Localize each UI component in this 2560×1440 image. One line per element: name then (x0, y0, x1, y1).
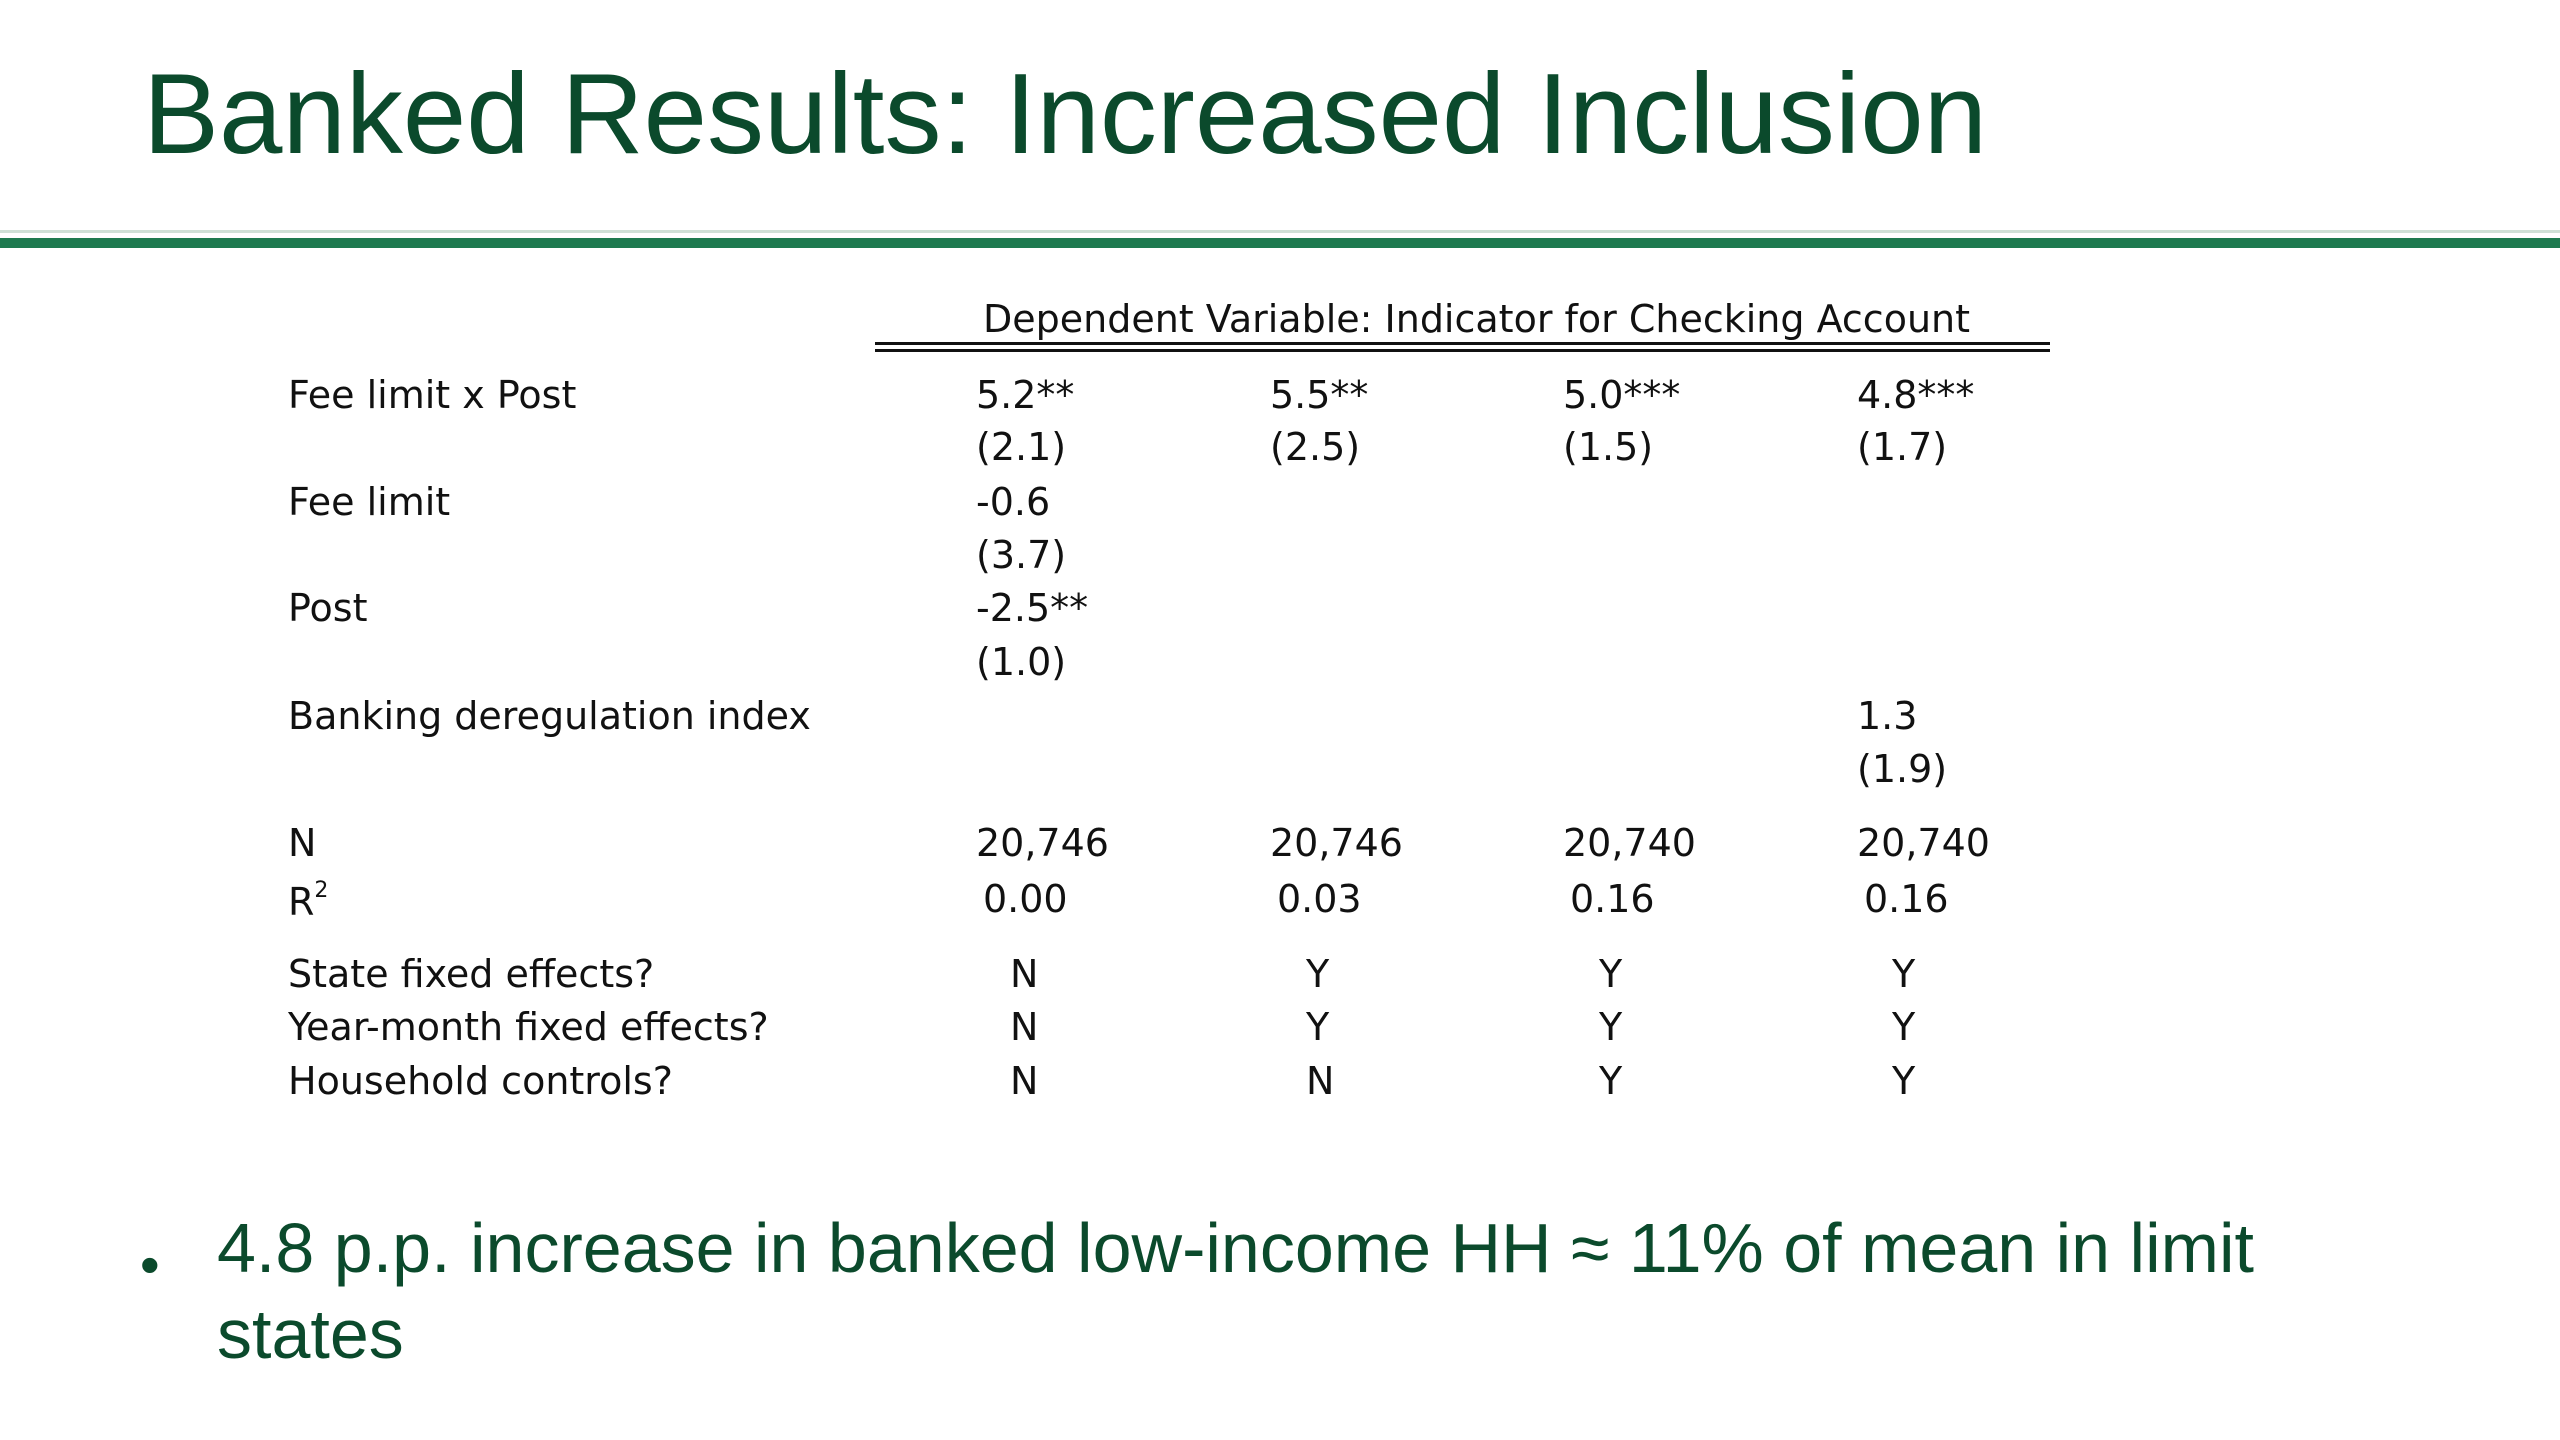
slide-title: Banked Results: Increased Inclusion (143, 51, 1988, 178)
control-label: Year-month fixed effects? (288, 1005, 769, 1049)
coef-cell: -0.6 (976, 480, 1051, 524)
r2-letter: R (288, 880, 315, 924)
coef-cell: 5.5** (1270, 373, 1369, 417)
r2-cell: 0.00 (983, 877, 1068, 921)
row-label: Post (288, 586, 368, 630)
control-cell: Y (1306, 1005, 1330, 1049)
bullet-text: 4.8 p.p. increase in banked low-income H… (217, 1209, 2254, 1373)
se-cell: (2.5) (1270, 425, 1361, 469)
r2-label: R2 (288, 878, 329, 924)
control-cell: N (1010, 1059, 1039, 1103)
control-cell: Y (1599, 952, 1623, 996)
control-label: State fixed effects? (288, 952, 655, 996)
r2-cell: 0.16 (1570, 877, 1655, 921)
se-cell: (1.9) (1857, 747, 1948, 791)
control-cell: Y (1892, 1059, 1916, 1103)
coef-cell: -2.5** (976, 586, 1089, 630)
r2-cell: 0.03 (1277, 877, 1362, 921)
row-label: Fee limit (288, 480, 451, 524)
control-cell: Y (1892, 952, 1916, 996)
n-label: N (288, 821, 317, 865)
se-cell: (1.5) (1563, 425, 1654, 469)
se-cell: (2.1) (976, 425, 1067, 469)
n-cell: 20,746 (976, 821, 1109, 865)
control-cell: Y (1306, 952, 1330, 996)
row-label: Banking deregulation index (288, 694, 811, 738)
bullet-marker: • (140, 1233, 160, 1296)
control-cell: N (1306, 1059, 1335, 1103)
n-cell: 20,740 (1857, 821, 1990, 865)
coef-cell: 4.8*** (1857, 373, 1975, 417)
control-cell: Y (1892, 1005, 1916, 1049)
r2-cell: 0.16 (1864, 877, 1949, 921)
n-cell: 20,746 (1270, 821, 1403, 865)
n-cell: 20,740 (1563, 821, 1696, 865)
control-label: Household controls? (288, 1059, 673, 1103)
header-rule-bottom (875, 349, 2050, 352)
title-rule (0, 238, 2560, 248)
r2-superscript: 2 (314, 878, 329, 903)
se-cell: (1.7) (1857, 425, 1948, 469)
se-cell: (3.7) (976, 533, 1067, 577)
control-cell: N (1010, 1005, 1039, 1049)
control-cell: N (1010, 952, 1039, 996)
row-label: Fee limit x Post (288, 373, 577, 417)
control-cell: Y (1599, 1059, 1623, 1103)
coef-cell: 5.0*** (1563, 373, 1681, 417)
dependent-variable-header: Dependent Variable: Indicator for Checki… (983, 297, 1971, 341)
se-cell: (1.0) (976, 640, 1067, 684)
title-rule-thin (0, 230, 2560, 233)
header-rule-top (875, 342, 2050, 345)
coef-cell: 5.2** (976, 373, 1075, 417)
control-cell: Y (1599, 1005, 1623, 1049)
coef-cell: 1.3 (1857, 694, 1918, 738)
